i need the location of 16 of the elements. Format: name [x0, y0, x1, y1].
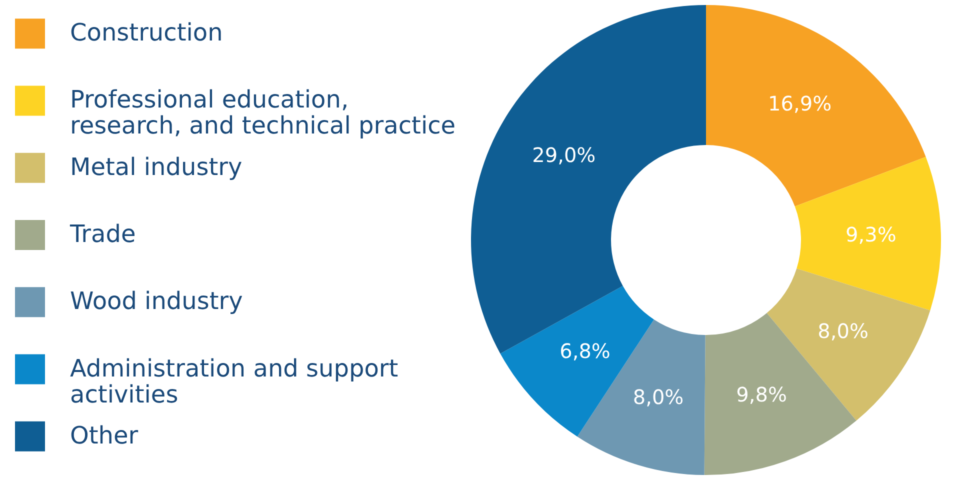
- data-label: 9,3%: [846, 222, 896, 246]
- legend-label: Metal industry: [70, 152, 242, 181]
- data-label: 29,0%: [532, 143, 596, 168]
- data-label: 9,8%: [736, 382, 787, 406]
- legend-label: Other: [70, 421, 138, 450]
- legend-label: Wood industry: [70, 287, 243, 316]
- legend-label: Trade: [69, 220, 136, 248]
- donut-slice: [794, 156, 941, 310]
- legend-label: Professional education, research, and technical practice: [70, 86, 456, 140]
- legend-label: Construction: [70, 18, 223, 47]
- data-label: 6,8%: [560, 339, 610, 364]
- data-label: 8,0%: [818, 318, 868, 343]
- data-label: 8,0%: [632, 384, 684, 409]
- legend-label: Administration and support activities: [70, 354, 398, 408]
- donut-slice: [706, 5, 926, 206]
- data-label: 16,9%: [768, 91, 832, 116]
